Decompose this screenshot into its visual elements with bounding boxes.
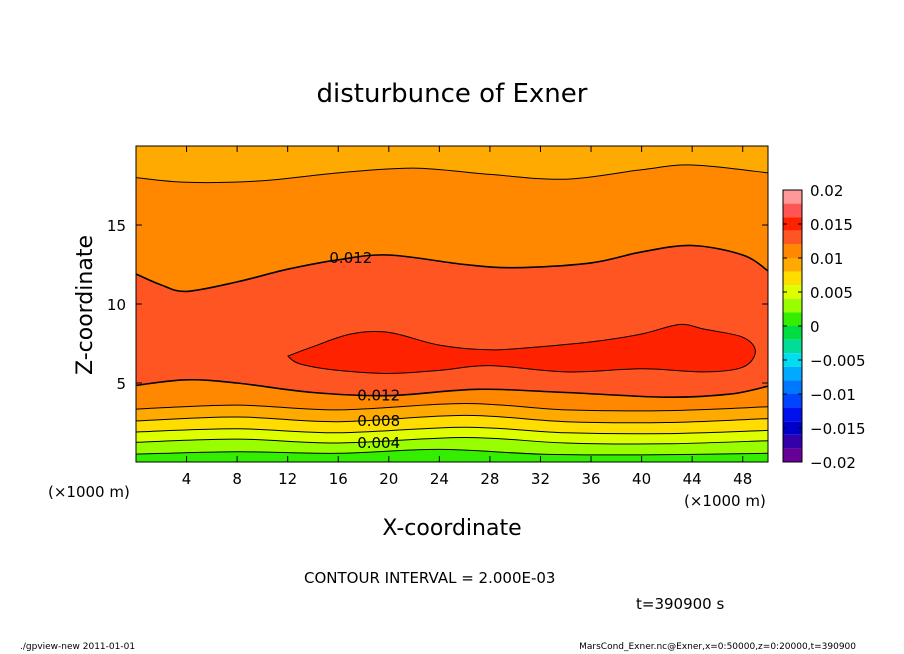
time-text: t=390900 s	[636, 595, 724, 613]
x-tick-label: 12	[278, 470, 297, 488]
colorbar-swatch	[783, 434, 802, 449]
contour-band-fill	[136, 146, 768, 183]
colorbar-tick-label: 0	[810, 318, 820, 336]
contour-line	[287, 323, 756, 375]
colorbar-tick-label: −0.02	[810, 454, 856, 472]
colorbar-swatch	[783, 271, 802, 286]
colorbar-tick-label: −0.015	[810, 420, 866, 438]
x-tick-label: 20	[379, 470, 398, 488]
colorbar-swatch	[783, 285, 802, 299]
colorbar-tick-label: −0.005	[810, 352, 866, 370]
footer-right-text: MarsCond_Exner.nc@Exner,x=0:50000,z=0:20…	[579, 642, 856, 652]
x-tick-label: 32	[531, 470, 550, 488]
colorbar-tick-label: 0.01	[810, 250, 843, 268]
x-tick-label: 28	[480, 470, 499, 488]
x-tick-label: 48	[733, 470, 752, 488]
colorbar-swatch	[783, 353, 802, 367]
colorbar-swatch	[783, 366, 802, 381]
colorbar-swatch	[783, 312, 802, 326]
contour-line	[136, 426, 768, 435]
contour-line	[136, 378, 768, 399]
x-unit-right: (×1000 m)	[684, 492, 766, 510]
y-tick-label: 10	[107, 296, 126, 314]
colorbar-swatch	[783, 298, 802, 313]
x-tick-label: 16	[329, 470, 348, 488]
contour-label: 0.012	[329, 249, 372, 267]
x-tick-label: 4	[182, 470, 192, 488]
x-tick-label: 8	[232, 470, 242, 488]
y-tick-label: 5	[116, 375, 126, 393]
contour-label: 0.004	[357, 434, 400, 452]
colorbar-swatch	[783, 203, 802, 218]
colorbar-swatch	[783, 217, 802, 231]
colorbar-swatch	[783, 326, 802, 340]
colorbar-swatch	[783, 380, 802, 394]
colorbar-tick-label: 0.02	[810, 182, 843, 200]
y-axis-label: Z-coordinate	[73, 235, 98, 375]
core-region-fill	[287, 324, 756, 374]
colorbar-swatch	[783, 258, 802, 272]
contour-band-fill	[136, 146, 768, 292]
y-tick-label: 15	[107, 217, 126, 235]
footer-left-text: ./gpview-new 2011-01-01	[20, 642, 136, 652]
x-tick-label: 40	[632, 470, 651, 488]
colorbar-tick-label: −0.01	[810, 386, 856, 404]
colorbar-swatch	[783, 394, 802, 408]
x-tick-label: 44	[683, 470, 702, 488]
contour-label: 0.008	[357, 412, 400, 430]
chart-title: disturbunce of Exner	[317, 79, 588, 109]
x-tick-label: 24	[430, 470, 449, 488]
colorbar-tick-label: 0.005	[810, 284, 853, 302]
contour-band-fill	[136, 449, 768, 462]
colorbar-swatch	[783, 448, 802, 462]
contour-line	[136, 414, 768, 424]
contour-line	[136, 402, 768, 412]
contour-line	[136, 436, 768, 445]
colorbar-swatch	[783, 421, 802, 435]
contour-line	[136, 244, 768, 293]
colorbar-swatch	[783, 230, 802, 245]
colorbar-swatch	[783, 339, 802, 354]
contour-line	[136, 448, 768, 456]
colorbar-swatch	[783, 244, 802, 258]
x-tick-label: 36	[581, 470, 600, 488]
contour-label: 0.012	[357, 387, 400, 405]
x-axis-label: X-coordinate	[382, 516, 521, 541]
x-unit-left: (×1000 m)	[48, 483, 130, 501]
contour-line	[136, 164, 768, 184]
contour-interval-text: CONTOUR INTERVAL = 2.000E-03	[304, 569, 555, 587]
colorbar-swatch	[783, 190, 802, 204]
colorbar-swatch	[783, 407, 802, 422]
colorbar-tick-label: 0.015	[810, 216, 853, 234]
